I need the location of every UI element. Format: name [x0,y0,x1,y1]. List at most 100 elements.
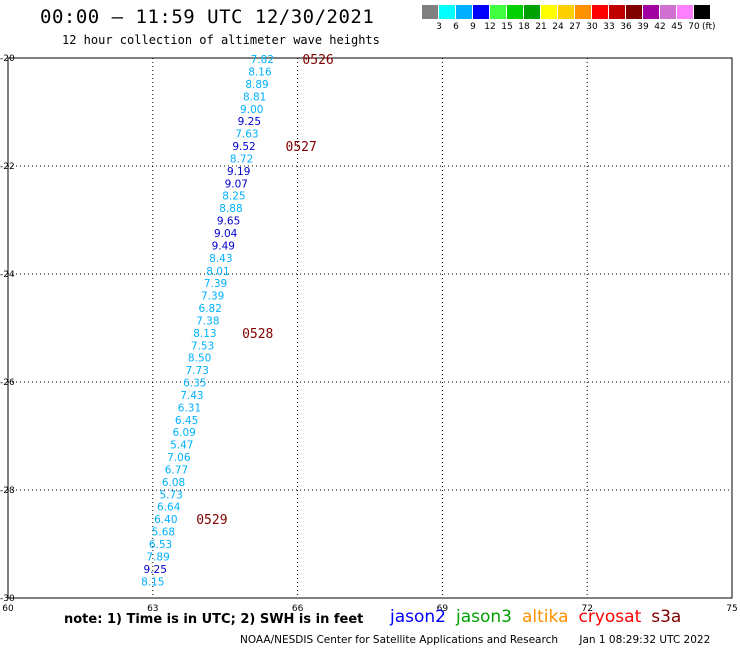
pass-time-label: 0528 [242,327,273,342]
wave-height-value: 9.25 [238,116,261,128]
wave-height-value: 7.06 [167,452,191,464]
wave-height-value: 6.09 [172,427,195,439]
lat-tick-label: -26 [0,378,15,388]
generated-timestamp: Jan 1 08:29:32 UTC 2022 [579,634,711,646]
wave-height-value: 6.45 [175,415,198,427]
legend-entry-jason2: jason2 [390,607,446,627]
wave-height-value: 7.82 [251,54,274,66]
wave-height-value: 9.04 [214,228,238,240]
lat-tick-label: -30 [0,594,15,604]
wave-height-value: 6.53 [149,539,172,551]
wave-height-value: 7.89 [146,551,169,563]
page-subtitle: 12 hour collection of altimeter wave hei… [62,33,380,47]
legend-entry-s3a: s3a [651,607,682,627]
wave-height-value: 6.40 [154,514,177,526]
wave-height-value: 7.73 [186,365,209,377]
color-bin [558,5,575,19]
map-ticks: 60 63 66 69 72 75 -20 -22 -24 -26 -28 -30 [0,54,738,614]
wave-height-value: 8.81 [243,91,266,103]
color-bin [456,5,473,19]
legend-entry-altika: altika [522,607,569,627]
wave-height-value: 5.47 [170,440,193,452]
color-bin [473,5,490,19]
wave-height-value: 6.64 [157,502,181,514]
color-bin [507,5,524,19]
color-bin-label: 39 [637,22,649,32]
pass-time-labels: 0526 0527 0528 0529 [196,53,333,528]
note-text: note: 1) Time is in UTC; 2) SWH is in fe… [64,612,364,627]
color-bin [490,5,507,19]
wave-height-value: 9.19 [227,166,250,178]
wave-height-value: 8.13 [193,328,216,340]
lon-tick-label: 63 [147,604,158,614]
color-bin-label: 30 [586,22,598,32]
color-bin-label: 36 [620,22,632,32]
wave-height-value: 9.00 [240,104,263,116]
color-bin-label: 3 [436,22,442,32]
wave-height-value: 9.25 [144,564,167,576]
map-grid [8,58,732,598]
pass-time-label: 0529 [196,513,227,528]
lat-tick-label: -22 [0,162,15,172]
color-bin [439,5,456,19]
lat-tick-label: -24 [0,270,15,280]
wave-height-value: 9.65 [217,216,240,228]
wave-height-value: 8.50 [188,353,211,365]
lat-tick-label: -20 [0,54,15,64]
lon-tick-label: 69 [437,604,449,614]
color-bin [422,5,439,19]
color-bin [643,5,660,19]
wave-height-value: 6.08 [162,477,185,489]
wave-height-value: 8.01 [206,266,229,278]
wave-height-value: 8.72 [230,153,253,165]
wave-height-value: 8.25 [222,191,245,203]
wave-height-value: 7.53 [191,340,214,352]
wave-height-value: 6.35 [183,378,206,390]
credit-text: NOAA/NESDIS Center for Satellite Applica… [240,634,558,646]
color-bin-label: 12 [484,22,496,32]
color-bin [694,5,711,19]
lon-tick-label: 66 [292,604,304,614]
color-bin [592,5,609,19]
color-bin [609,5,626,19]
color-bin-label: 21 [535,22,547,32]
satellite-legend: jason2 jason3 altika cryosat s3a [390,607,691,627]
legend-entry-cryosat: cryosat [578,607,642,627]
lat-tick-label: -28 [0,486,15,496]
wave-height-value: 7.38 [196,315,219,327]
color-bin-label: 15 [501,22,513,32]
map-frame [7,57,733,599]
lon-tick-label: 72 [581,604,592,614]
wave-height-value: 9.49 [212,240,235,252]
color-bin-label: 33 [603,22,615,32]
color-bin [660,5,677,19]
color-bin-label: 6 [453,22,459,32]
color-bin [541,5,558,19]
pass-time-label: 0526 [302,53,333,68]
color-bin [575,5,592,19]
lon-tick-label: 75 [726,604,737,614]
wave-height-value: 9.07 [225,178,248,190]
wave-height-value: 6.82 [199,303,222,315]
wave-height-value: 7.39 [204,278,227,290]
color-bin-label: 42 [654,22,666,32]
wave-height-value: 8.15 [141,576,164,588]
wave-height-value: 8.89 [245,79,268,91]
wave-height-points: 7.828.168.898.819.009.257.639.528.729.19… [141,54,274,588]
legend-entry-jason3: jason3 [456,607,512,627]
color-bin-label: 24 [552,22,564,32]
color-bin [677,5,694,19]
lon-tick-label: 60 [2,604,14,614]
color-bin-label: 45 [671,22,683,32]
pass-time-label: 0527 [286,140,317,155]
color-bin-label: 18 [518,22,530,32]
color-bin [626,5,643,19]
color-bin-label: 70 [688,22,700,32]
color-bin-label: 27 [569,22,581,32]
wave-height-value: 9.52 [232,141,255,153]
wave-height-value: 7.43 [180,390,203,402]
wave-height-value: 7.39 [201,291,224,303]
color-scale-unit: (ft) [702,22,716,32]
wave-height-value: 5.73 [159,489,182,501]
